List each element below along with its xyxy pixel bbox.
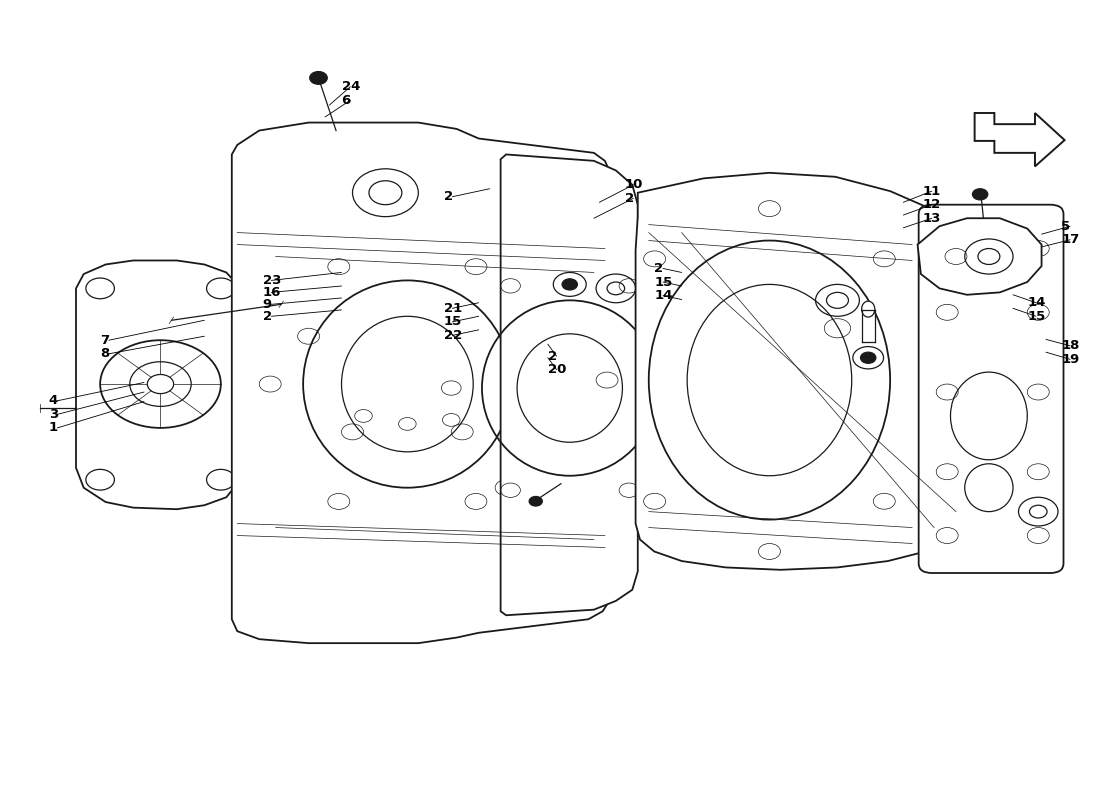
Text: 12: 12 [923, 198, 942, 211]
Text: 14: 14 [654, 289, 672, 302]
Text: 3: 3 [48, 408, 58, 421]
Polygon shape [917, 218, 1042, 294]
Polygon shape [500, 154, 638, 615]
Text: 13: 13 [923, 212, 942, 225]
FancyBboxPatch shape [918, 205, 1064, 573]
Text: 15: 15 [654, 275, 672, 289]
Circle shape [529, 497, 542, 506]
Text: 16: 16 [263, 286, 280, 299]
Text: 2: 2 [654, 262, 663, 275]
Text: 22: 22 [443, 329, 462, 342]
Polygon shape [636, 173, 1053, 570]
Ellipse shape [861, 301, 875, 317]
Text: 1: 1 [48, 422, 57, 434]
Text: 24: 24 [341, 80, 360, 93]
Text: 2: 2 [443, 190, 453, 203]
Text: 21: 21 [443, 302, 462, 315]
Polygon shape [232, 122, 611, 643]
Text: 4: 4 [48, 394, 58, 407]
Circle shape [310, 71, 328, 84]
Text: 6: 6 [341, 94, 351, 106]
Text: 23: 23 [263, 274, 280, 287]
Text: 8: 8 [100, 347, 109, 360]
Circle shape [860, 352, 876, 363]
Polygon shape [975, 113, 1065, 166]
Text: 2: 2 [263, 310, 272, 322]
Text: 17: 17 [1062, 234, 1079, 246]
Text: 5: 5 [1062, 220, 1070, 233]
Text: 20: 20 [548, 363, 566, 376]
Text: 10: 10 [625, 178, 644, 191]
Text: 11: 11 [923, 185, 942, 198]
Text: 2: 2 [625, 192, 634, 205]
Text: 9: 9 [263, 298, 272, 311]
Text: 18: 18 [1062, 339, 1080, 352]
Text: 15: 15 [1027, 310, 1045, 322]
Text: 2: 2 [548, 350, 557, 362]
Circle shape [562, 279, 578, 290]
Text: 14: 14 [1027, 296, 1046, 310]
Circle shape [972, 189, 988, 200]
Polygon shape [76, 261, 243, 510]
Text: 15: 15 [443, 315, 462, 328]
Text: 7: 7 [100, 334, 109, 346]
Text: 19: 19 [1062, 353, 1079, 366]
